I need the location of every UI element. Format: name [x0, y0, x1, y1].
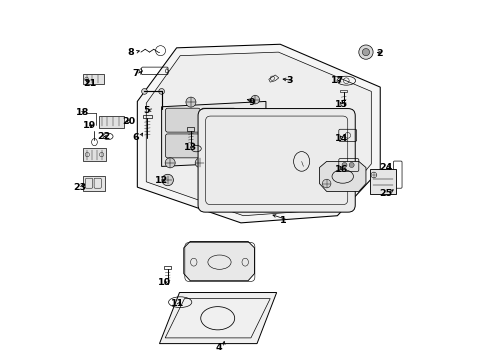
Polygon shape — [83, 148, 106, 161]
Polygon shape — [99, 116, 124, 128]
FancyBboxPatch shape — [201, 134, 235, 158]
Polygon shape — [319, 161, 365, 192]
Text: 21: 21 — [83, 79, 96, 88]
FancyBboxPatch shape — [198, 109, 354, 212]
Text: 25: 25 — [379, 189, 392, 198]
Circle shape — [195, 158, 204, 167]
Polygon shape — [83, 73, 103, 84]
FancyBboxPatch shape — [201, 108, 235, 132]
Text: 16: 16 — [334, 165, 347, 174]
Text: 6: 6 — [132, 133, 138, 142]
Text: 23: 23 — [74, 183, 87, 192]
Polygon shape — [183, 242, 254, 281]
Polygon shape — [146, 52, 370, 216]
FancyBboxPatch shape — [237, 135, 260, 156]
Circle shape — [358, 45, 372, 59]
Circle shape — [322, 179, 330, 188]
Text: 8: 8 — [127, 48, 134, 57]
Text: 19: 19 — [83, 121, 96, 130]
Text: 3: 3 — [286, 76, 292, 85]
Circle shape — [185, 97, 196, 107]
Text: 5: 5 — [143, 106, 150, 115]
Circle shape — [250, 95, 259, 104]
Circle shape — [165, 158, 175, 168]
Text: 20: 20 — [122, 117, 135, 126]
Text: 2: 2 — [375, 49, 382, 58]
Text: 13: 13 — [183, 143, 197, 152]
Text: 11: 11 — [171, 299, 184, 308]
Polygon shape — [137, 44, 380, 223]
Polygon shape — [369, 169, 395, 194]
Text: 15: 15 — [334, 100, 347, 109]
Text: 17: 17 — [330, 76, 344, 85]
Text: 14: 14 — [334, 134, 347, 143]
Text: 9: 9 — [248, 98, 255, 107]
Text: 7: 7 — [132, 69, 138, 78]
Circle shape — [362, 49, 369, 56]
Text: 24: 24 — [379, 163, 392, 172]
Text: 18: 18 — [76, 108, 89, 117]
Circle shape — [348, 162, 353, 167]
Text: 12: 12 — [154, 176, 167, 185]
Text: 10: 10 — [158, 278, 171, 287]
Text: 4: 4 — [215, 343, 222, 352]
Text: 1: 1 — [280, 216, 286, 225]
Polygon shape — [159, 293, 276, 343]
Polygon shape — [162, 102, 265, 166]
FancyBboxPatch shape — [165, 108, 200, 132]
Circle shape — [162, 174, 173, 186]
Polygon shape — [83, 176, 105, 191]
Text: 22: 22 — [97, 132, 110, 141]
Circle shape — [142, 89, 147, 94]
Circle shape — [159, 89, 164, 94]
FancyBboxPatch shape — [237, 109, 260, 130]
FancyBboxPatch shape — [165, 134, 200, 158]
Circle shape — [341, 162, 346, 167]
